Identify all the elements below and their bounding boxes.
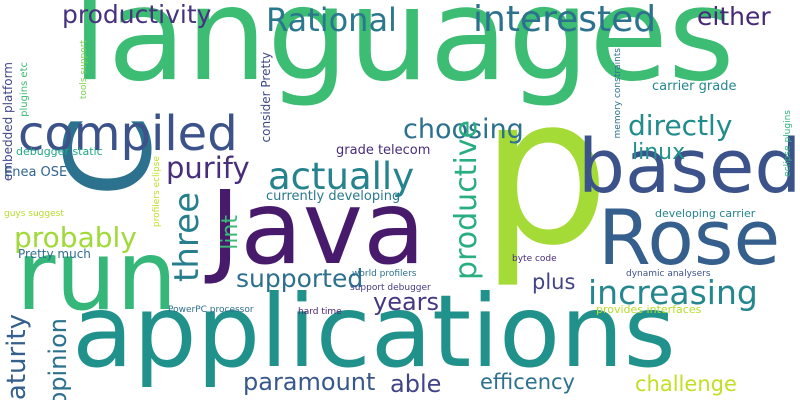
word-probably: probably — [14, 221, 137, 254]
word-lint: lint — [218, 215, 243, 250]
word-challenge: challenge — [635, 372, 737, 396]
word-linux: linux — [632, 140, 686, 165]
word-productive: productive — [449, 120, 484, 280]
word-actually: actually — [268, 155, 415, 198]
word-byte-code: byte code — [512, 254, 557, 264]
word-support-debugger: support debugger — [350, 283, 431, 293]
word-increasing: increasing — [588, 273, 758, 312]
word-able: able — [390, 370, 442, 398]
word-productivity: productivity — [62, 0, 212, 29]
word-memory-constraints: memory constraints — [613, 48, 623, 139]
word-maturity: maturity — [2, 314, 32, 400]
word-efficency: efficency — [480, 370, 575, 394]
word-languages: languages — [72, 0, 735, 110]
word-run: run — [16, 220, 178, 332]
word-world-profilers: world profilers — [352, 269, 417, 279]
word-provides-interfaces: provides interfaces — [596, 303, 702, 316]
word-plugins-etc: plugins etc — [19, 62, 30, 117]
word-purify: purify — [166, 151, 250, 185]
word-paramount: paramount — [243, 368, 376, 396]
word-developing-carrier: developing carrier — [655, 207, 756, 220]
word-either: either — [697, 2, 771, 31]
word-guys-suggest: guys suggest — [4, 209, 64, 219]
word-embedded-platform: embedded platform — [1, 62, 15, 182]
word-java: Java — [210, 169, 426, 288]
word-rose: Rose — [598, 193, 781, 282]
word-grade-telecom: grade telecom — [336, 143, 431, 158]
word-tools-support: tools support — [79, 40, 89, 100]
word-debugger-static: debugger static — [16, 145, 103, 158]
word-currently-developing: currently developing — [266, 189, 401, 204]
word-supported: supported — [236, 264, 364, 293]
word-years: years — [373, 288, 440, 316]
word-rational: Rational — [266, 1, 397, 39]
word-three: three — [167, 192, 207, 282]
word-carrier-grade: carrier grade — [652, 79, 737, 94]
word-dynamic-analysers: dynamic analysers — [626, 269, 711, 279]
word-interested: interested — [473, 0, 657, 40]
word-eclipse-plugins: eclipse plugins — [783, 110, 793, 177]
word-p: p — [480, 53, 611, 291]
word-hard-time: hard time — [298, 307, 342, 317]
word-pretty-much: Pretty much — [18, 247, 91, 261]
word-consider-pretty: consider Pretty — [259, 52, 273, 143]
word-based: based — [578, 124, 800, 210]
word-directly: directly — [628, 109, 733, 142]
word-powerpc-processor: PowerPC processor — [168, 305, 254, 315]
word-profilers-eclipse: profilers eclipse — [152, 156, 162, 228]
word-enea-ose: Enea OSE — [4, 165, 68, 180]
word-plus: plus — [532, 270, 576, 294]
word-applications: applications — [72, 273, 676, 390]
word-opinion: opinion — [44, 318, 72, 400]
word-compiled: compiled — [18, 106, 238, 162]
word-choosing: choosing — [403, 114, 524, 145]
